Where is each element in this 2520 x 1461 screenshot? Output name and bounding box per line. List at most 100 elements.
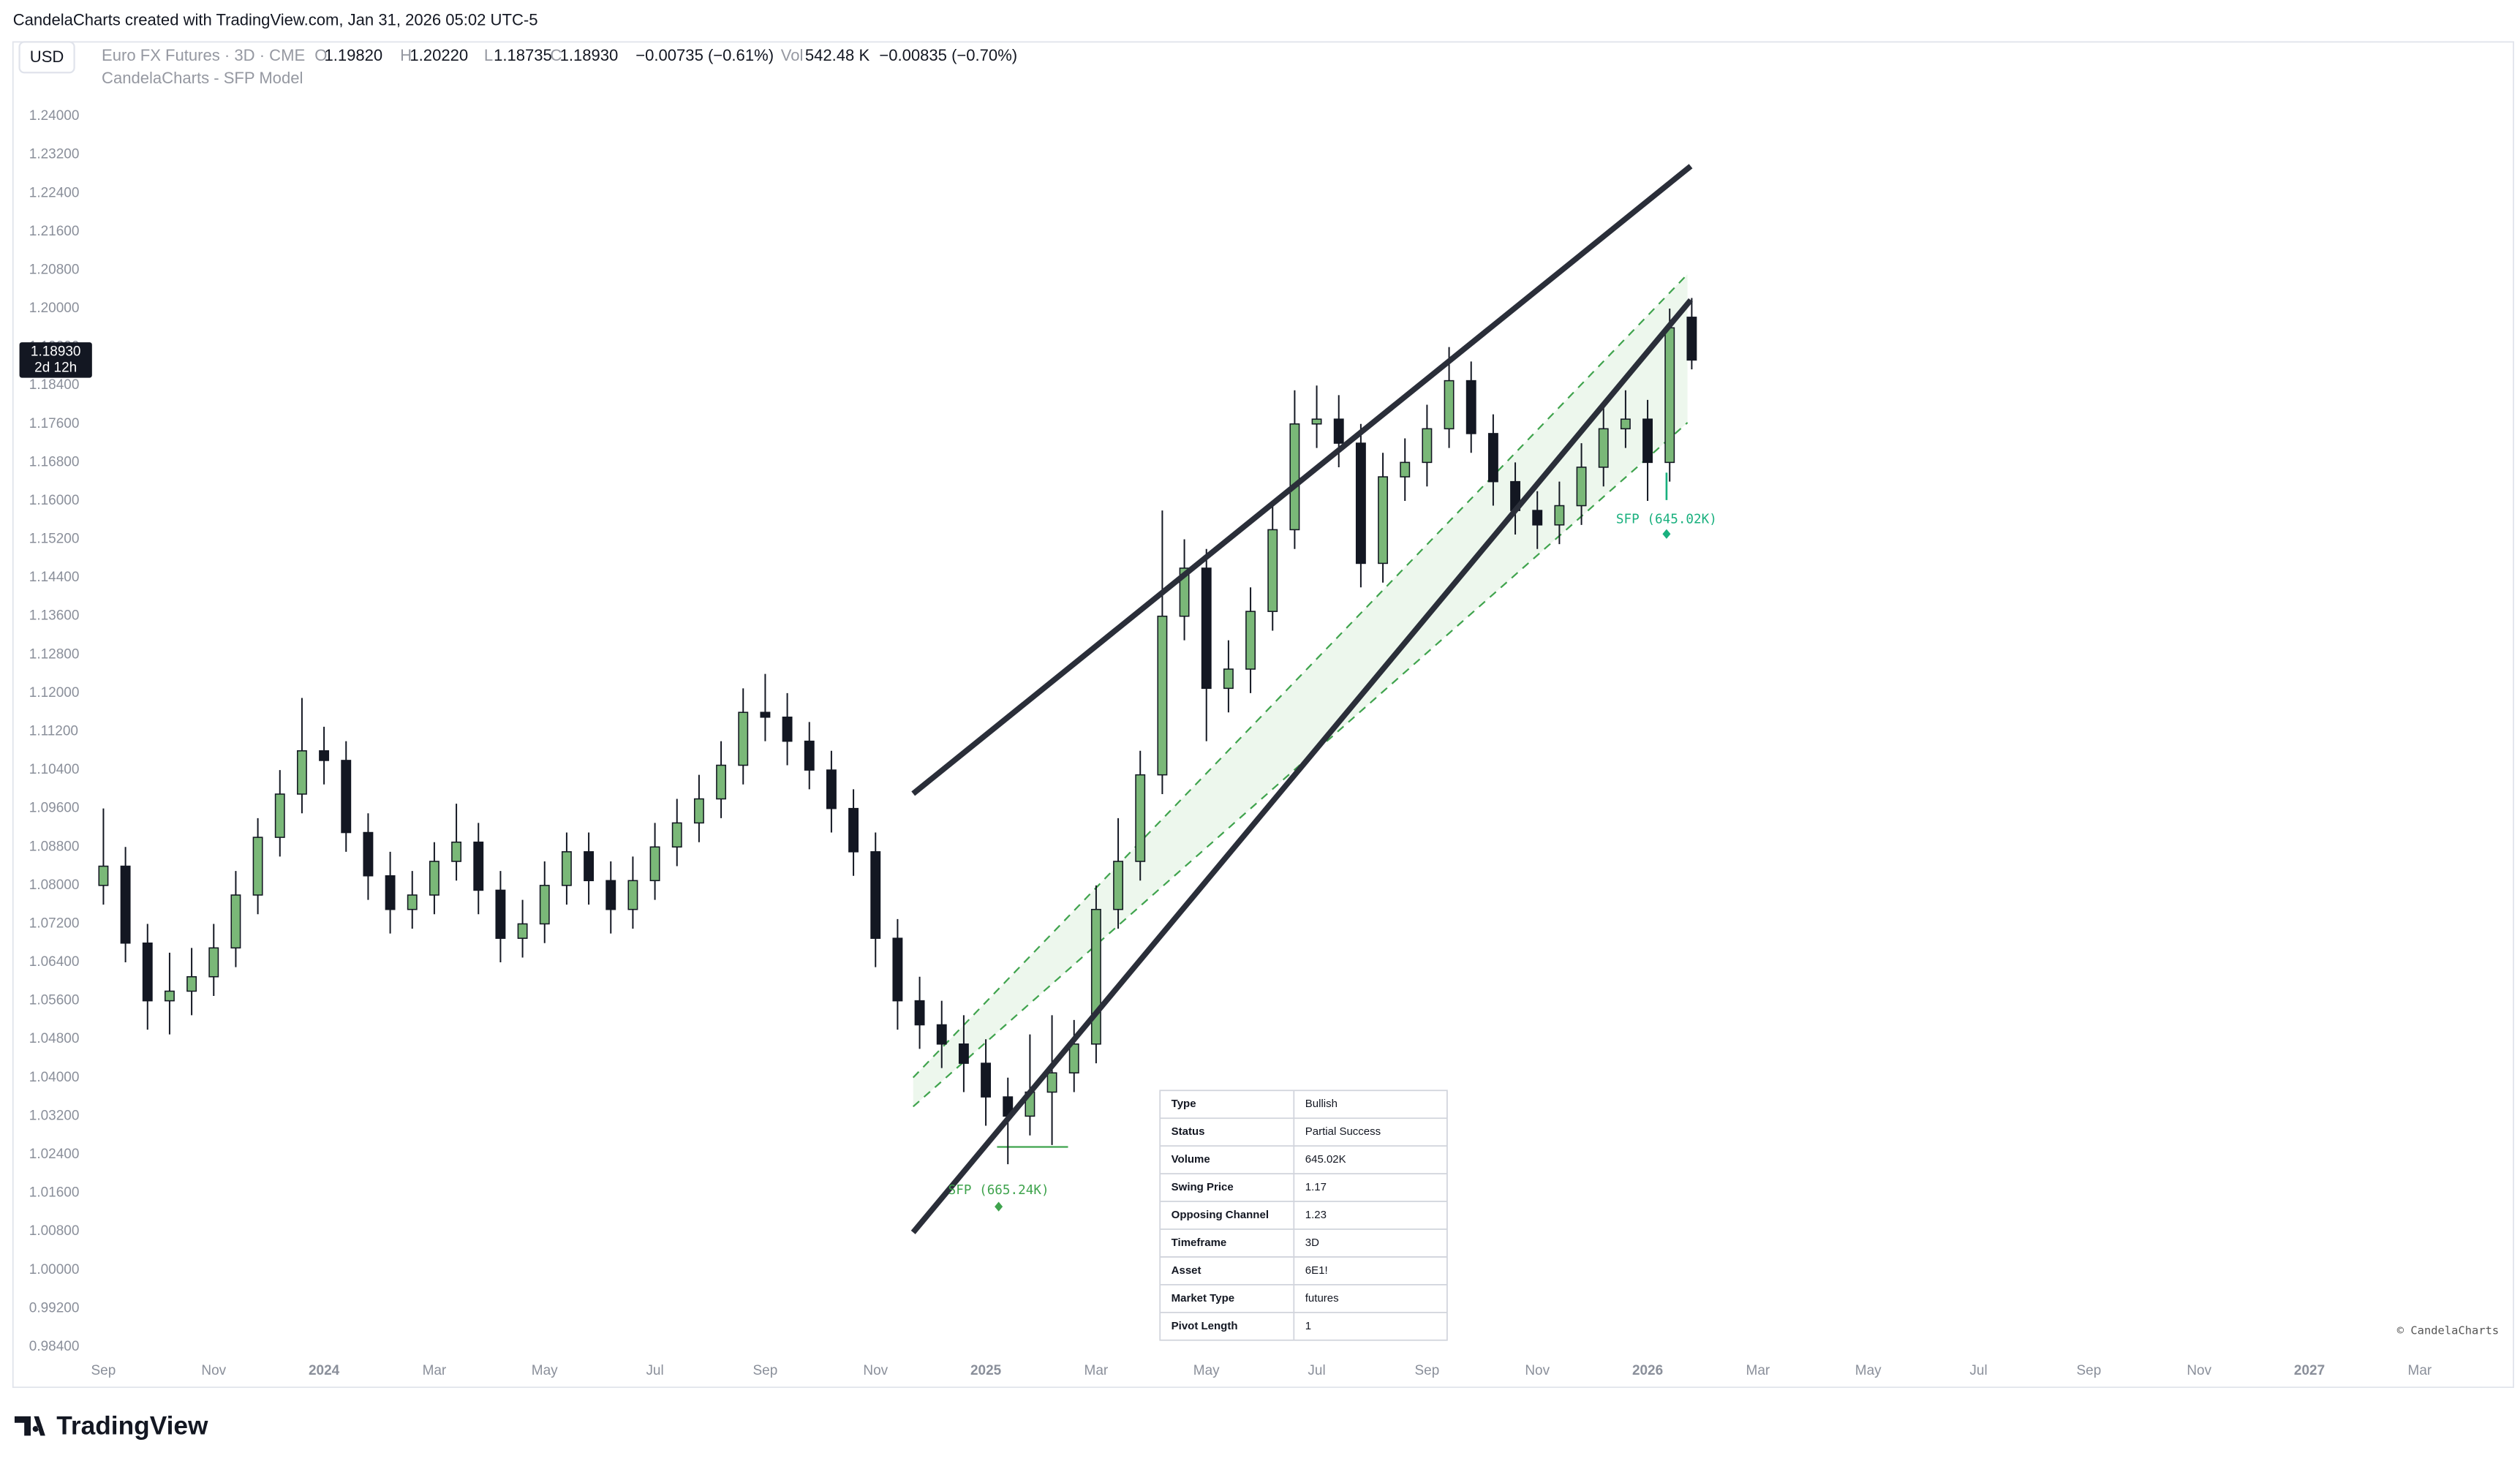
candle-body: [451, 841, 462, 862]
table-key: Timeframe: [1172, 1237, 1227, 1249]
sfp-label: SFP (645.02K): [1616, 512, 1717, 526]
candle-body: [671, 822, 682, 848]
candle-body: [584, 851, 595, 882]
candle-body: [1201, 567, 1212, 690]
y-tick-label: 1.20000: [29, 301, 80, 316]
x-tick-label: 2026: [1632, 1363, 1663, 1378]
candle-body: [1554, 505, 1565, 526]
table-value: 3D: [1305, 1237, 1319, 1249]
y-tick-label: 1.20800: [29, 262, 80, 277]
candle-body: [892, 937, 903, 1002]
candle-body: [606, 880, 616, 910]
table-key: Type: [1172, 1098, 1196, 1110]
table-value: 6E1!: [1305, 1264, 1328, 1277]
candle-body: [1620, 418, 1631, 430]
table-value: 645.02K: [1305, 1153, 1346, 1166]
y-tick-label: 1.18400: [29, 377, 80, 393]
candle-body: [1664, 327, 1675, 464]
x-tick-label: 2027: [2294, 1363, 2325, 1378]
candle-body: [429, 861, 440, 896]
logo-text: TradingView: [56, 1412, 208, 1441]
table-key: Volume: [1172, 1153, 1210, 1166]
candle-body: [98, 865, 109, 886]
candle-body: [1576, 467, 1587, 507]
candle-body: [385, 875, 396, 910]
candle-body: [252, 837, 263, 896]
y-tick-label: 1.03200: [29, 1108, 80, 1123]
candle-body: [1311, 418, 1322, 425]
candle-body: [936, 1024, 947, 1045]
y-tick-label: 1.21600: [29, 224, 80, 239]
candle-body: [1113, 861, 1124, 910]
candle-body: [914, 1000, 925, 1026]
table-value: Partial Success: [1305, 1125, 1381, 1138]
candle-body: [1223, 668, 1234, 690]
candle-body: [1487, 433, 1498, 483]
y-tick-label: 0.99200: [29, 1300, 80, 1315]
candle-body: [208, 947, 219, 978]
volume: 542.48 K: [805, 46, 870, 64]
y-tick-label: 1.10400: [29, 762, 80, 777]
candle-body: [848, 807, 859, 853]
candle-body: [649, 846, 660, 882]
candle-body: [1090, 908, 1101, 1045]
trend-lines: [910, 164, 1693, 1234]
x-tick-label: Mar: [2408, 1363, 2432, 1378]
x-tick-label: Nov: [863, 1363, 888, 1378]
candle-body: [1333, 418, 1344, 444]
y-tick-label: 1.12000: [29, 685, 80, 701]
ohlc-key: C: [550, 46, 562, 64]
countdown: 2d 12h: [34, 360, 77, 375]
y-tick-label: 1.00000: [29, 1262, 80, 1277]
credit: CandelaCharts created with TradingView.c…: [13, 11, 538, 29]
y-tick-label: 1.12800: [29, 646, 80, 662]
ohlc-key: H: [400, 46, 412, 64]
candle-body: [495, 889, 506, 939]
table-value: 1.23: [1305, 1209, 1327, 1221]
candle-body: [1378, 476, 1389, 565]
y-tick-label: 1.11200: [29, 724, 78, 739]
logo-mark: [14, 1416, 45, 1436]
channel-lower: [912, 422, 1689, 1108]
candle-body: [1157, 615, 1168, 776]
x-tick-label: May: [1193, 1363, 1220, 1378]
y-tick-label: 1.16800: [29, 454, 80, 469]
candle-body: [1642, 418, 1653, 464]
candle-body: [1135, 774, 1146, 862]
candle-body: [1245, 611, 1256, 670]
table-value: futures: [1305, 1292, 1339, 1305]
volume-key: Vol: [781, 46, 804, 64]
y-tick-label: 1.15200: [29, 532, 80, 547]
candle-body: [561, 851, 572, 886]
currency-button[interactable]: [18, 41, 75, 74]
candle-body: [1444, 380, 1455, 430]
candle-body: [517, 923, 528, 939]
x-tick-label: Nov: [201, 1363, 226, 1378]
y-tick-label: 1.24000: [29, 108, 80, 124]
candle-body: [1289, 423, 1300, 531]
x-tick-label: Jul: [646, 1363, 663, 1378]
table-key: Market Type: [1172, 1292, 1234, 1305]
candle-body: [1400, 461, 1411, 477]
x-tick-label: May: [1855, 1363, 1882, 1378]
trend-line: [911, 164, 1693, 796]
table-key: Opposing Channel: [1172, 1209, 1269, 1221]
indicator-name: CandelaCharts - SFP Model: [102, 69, 303, 87]
candle-body: [981, 1062, 992, 1098]
candle-body: [274, 793, 285, 838]
table-value: 1.17: [1305, 1181, 1327, 1193]
candle-body: [870, 851, 881, 939]
currency[interactable]: USD: [30, 48, 64, 66]
candle-body: [760, 711, 771, 718]
candle-body: [407, 894, 418, 910]
table-key: Status: [1172, 1125, 1205, 1138]
watermark: © CandelaCharts: [2397, 1324, 2499, 1337]
x-tick-label: Mar: [1084, 1363, 1109, 1378]
candle-body: [142, 942, 153, 1002]
ohlc-value: 1.20220: [410, 46, 468, 64]
candle-body: [319, 750, 330, 761]
candle-body: [539, 885, 550, 925]
y-tick-label: 1.02400: [29, 1147, 80, 1162]
x-tick-label: Sep: [2077, 1363, 2102, 1378]
y-tick-label: 1.01600: [29, 1185, 80, 1201]
